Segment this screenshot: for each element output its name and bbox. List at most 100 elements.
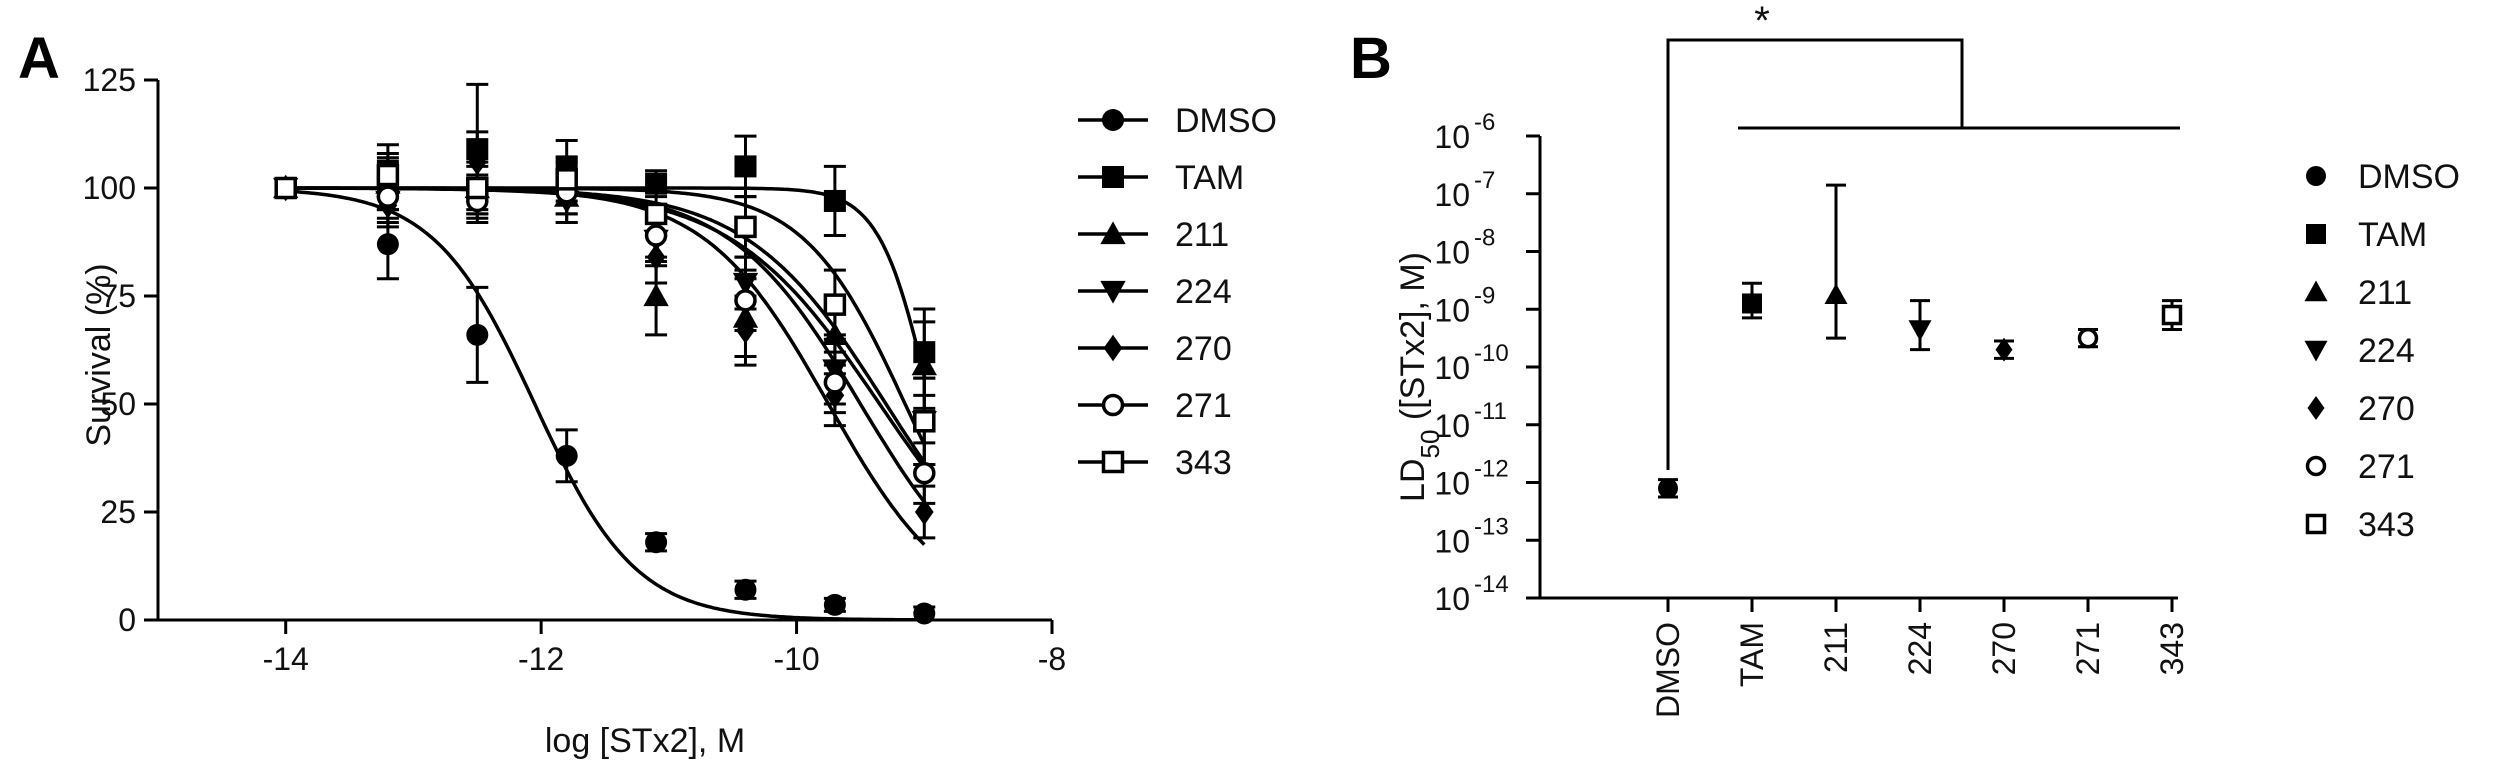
point-271 bbox=[734, 289, 757, 312]
point-224 bbox=[822, 359, 848, 383]
point-343 bbox=[376, 163, 400, 187]
panel-b-category-label: 211 bbox=[1818, 622, 1854, 673]
point-271 bbox=[2077, 327, 2099, 349]
point-343 bbox=[555, 168, 578, 191]
panel-b-category-label: 271 bbox=[2070, 622, 2106, 675]
panel-a-y-tick-label: 50 bbox=[100, 386, 136, 422]
legend-label-tam: TAM bbox=[1175, 159, 1244, 197]
panel-a-x-tick-label: -12 bbox=[518, 641, 564, 677]
panel-a-x-tick-label: -10 bbox=[773, 641, 819, 677]
panel-b-y-tick-exponent: -6 bbox=[1474, 109, 1495, 136]
point-211 bbox=[911, 352, 937, 376]
panel-a-y-tick-label: 25 bbox=[100, 494, 136, 530]
panel-b-legend: DMSO TAM 211 224 270 271 343 bbox=[2304, 158, 2460, 544]
point-270 bbox=[736, 317, 755, 344]
legend-marker-tam bbox=[1102, 166, 1124, 188]
point-tam bbox=[645, 172, 668, 195]
legend-label-270: 270 bbox=[1175, 330, 1232, 368]
legend-marker-211 bbox=[2304, 280, 2328, 302]
legend-label-224: 224 bbox=[1175, 273, 1232, 311]
panel-a-data-points bbox=[273, 138, 937, 625]
point-270 bbox=[646, 243, 666, 271]
panel-b-y-tick-base: 10 bbox=[1434, 581, 1470, 617]
panel-b-category-label: 224 bbox=[1902, 622, 1938, 675]
legend-marker-224 bbox=[2304, 340, 2328, 362]
panel-b-significance-bracket bbox=[1666, 38, 2180, 470]
point-dmso bbox=[913, 602, 936, 625]
point-dmso bbox=[376, 233, 399, 256]
panel-b-y-tick-exponent: -10 bbox=[1474, 340, 1509, 367]
panel-b-y-tick-base: 10 bbox=[1434, 292, 1470, 328]
point-271 bbox=[913, 461, 936, 485]
legend-label-dmso: DMSO bbox=[2358, 158, 2460, 196]
legend-label-tam: TAM bbox=[2358, 216, 2427, 254]
point-343 bbox=[274, 176, 297, 200]
panel-b-y-tick-exponent: -7 bbox=[1474, 167, 1495, 194]
legend-label-dmso: DMSO bbox=[1175, 102, 1277, 140]
legend-label-224: 224 bbox=[2358, 332, 2415, 370]
point-343 bbox=[734, 215, 757, 239]
panel-b-category-label: DMSO bbox=[1650, 622, 1686, 718]
panel-letter-b: B bbox=[1350, 26, 1392, 91]
point-224 bbox=[732, 272, 759, 296]
panel-b-category-label: 270 bbox=[1986, 622, 2022, 675]
legend-marker-271 bbox=[2305, 455, 2327, 477]
legend-label-343: 343 bbox=[2358, 506, 2415, 544]
significance-bracket-line bbox=[1666, 38, 1964, 470]
legend-label-211: 211 bbox=[2358, 274, 2412, 312]
panel-b-y-tick-base: 10 bbox=[1434, 177, 1470, 213]
panel-a-legend: DMSO TAM 211 224 270 271 343 bbox=[1078, 102, 1277, 482]
point-270 bbox=[467, 148, 487, 176]
panel-a-x-tick-label: -8 bbox=[1038, 641, 1066, 677]
point-dmso bbox=[645, 531, 668, 554]
panel-b-category-label: TAM bbox=[1734, 622, 1770, 687]
panel-b-y-tick-exponent: -12 bbox=[1474, 456, 1509, 483]
point-dmso bbox=[466, 323, 489, 346]
panel-a-y-axis-label: Survival (%) bbox=[80, 263, 118, 446]
panel-b-y-tick-base: 10 bbox=[1434, 408, 1470, 444]
panel-b-y-tick-exponent: -13 bbox=[1474, 513, 1509, 540]
panel-b-y-tick-base: 10 bbox=[1434, 523, 1470, 559]
point-271 bbox=[823, 371, 847, 394]
legend-marker-dmso bbox=[1102, 109, 1124, 131]
panel-b-y-label-rest: ([STx2], M) bbox=[1394, 252, 1432, 430]
point-211 bbox=[822, 322, 848, 345]
legend-marker-224 bbox=[1100, 280, 1126, 304]
point-224 bbox=[1908, 320, 1932, 341]
panel-b-data-points bbox=[1658, 283, 2183, 499]
legend-marker-343 bbox=[2305, 513, 2327, 535]
point-dmso bbox=[734, 578, 757, 601]
point-271 bbox=[644, 224, 668, 247]
panel-b-y-tick-exponent: -11 bbox=[1474, 398, 1507, 425]
point-211 bbox=[732, 304, 759, 328]
point-271 bbox=[376, 185, 400, 208]
legend-marker-270 bbox=[1103, 334, 1123, 362]
legend-label-271: 271 bbox=[2358, 448, 2415, 486]
panel-a-y-tick-label: 100 bbox=[83, 170, 136, 206]
panel-b-y-tick-exponent: -8 bbox=[1474, 225, 1495, 252]
legend-marker-343 bbox=[1101, 450, 1125, 474]
legend-label-271: 271 bbox=[1175, 387, 1232, 425]
fit-curve-211 bbox=[285, 186, 926, 464]
point-343 bbox=[466, 176, 489, 200]
legend-marker-dmso bbox=[2306, 166, 2326, 186]
point-dmso bbox=[1658, 478, 1678, 499]
point-211 bbox=[1824, 283, 1848, 305]
panel-b-y-tick-exponent: -14 bbox=[1474, 571, 1509, 598]
panel-b-category-label: 343 bbox=[2154, 622, 2190, 675]
legend-marker-tam bbox=[2306, 224, 2326, 244]
point-211 bbox=[643, 283, 669, 307]
legend-marker-211 bbox=[1100, 221, 1126, 245]
point-tam bbox=[1742, 293, 1762, 314]
legend-label-270: 270 bbox=[2358, 390, 2415, 428]
legend-label-211: 211 bbox=[1175, 216, 1229, 254]
point-343 bbox=[913, 410, 936, 433]
panel-a-y-tick-label: 0 bbox=[118, 602, 136, 638]
panel-letter-a: A bbox=[18, 26, 60, 91]
panel-a-x-tick-label: -14 bbox=[263, 641, 309, 677]
point-343 bbox=[823, 293, 847, 316]
panel-a-y-tick-label: 75 bbox=[100, 278, 136, 314]
panel-b-y-label-main: LD bbox=[1394, 459, 1432, 502]
legend-marker-270 bbox=[2307, 396, 2325, 420]
